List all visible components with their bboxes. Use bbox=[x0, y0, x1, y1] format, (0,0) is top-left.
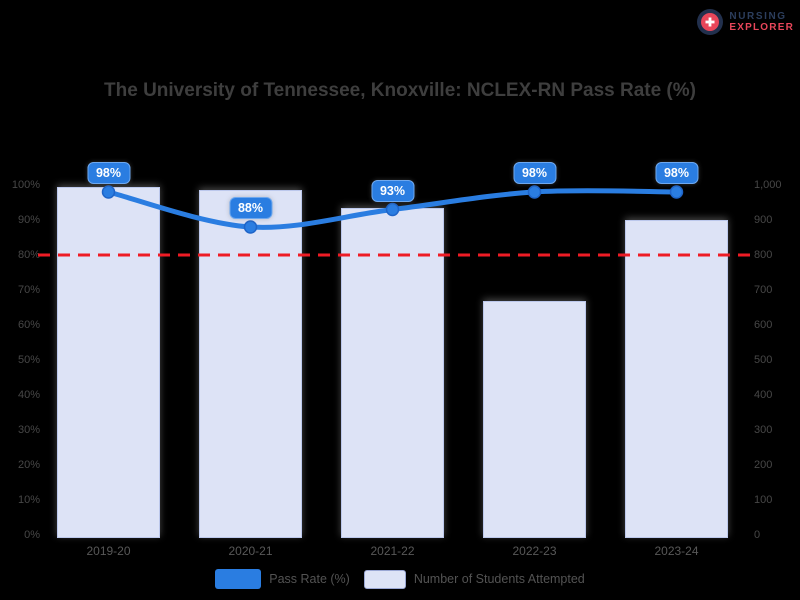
right-axis-label: 200 bbox=[754, 459, 773, 471]
pass-rate-badge: 88% bbox=[228, 197, 273, 219]
bar-2022-23 bbox=[483, 300, 586, 538]
left-axis-label: 70% bbox=[17, 284, 40, 296]
left-axis-label: 100% bbox=[11, 179, 40, 191]
right-axis-label: 400 bbox=[754, 389, 773, 401]
chart-title: The University of Tennessee, Knoxville: … bbox=[104, 80, 696, 101]
legend: Pass Rate (%) Number of Students Attempt… bbox=[0, 569, 800, 589]
x-axis-label: 2023-24 bbox=[654, 544, 699, 558]
left-axis-label: 50% bbox=[17, 354, 40, 366]
legend-swatch-bar bbox=[363, 569, 406, 589]
legend-swatch-line bbox=[215, 569, 262, 589]
left-axis-label: 40% bbox=[17, 389, 40, 401]
left-axis-label: 90% bbox=[17, 214, 40, 226]
bar-2019-20 bbox=[57, 186, 160, 538]
logo-text-line2: EXPLORER bbox=[729, 22, 794, 33]
right-axis-label: 900 bbox=[754, 214, 773, 226]
x-axis-label: 2019-20 bbox=[86, 544, 131, 558]
bar-2023-24 bbox=[625, 220, 728, 538]
left-axis-label: 60% bbox=[17, 319, 40, 331]
right-axis-label: 300 bbox=[754, 424, 773, 436]
legend-label-students-attempted: Number of Students Attempted bbox=[413, 572, 585, 586]
x-axis-label: 2021-22 bbox=[370, 544, 415, 558]
line-point-marker bbox=[527, 185, 542, 199]
right-axis-label: 100 bbox=[754, 494, 773, 506]
right-axis-label: 0 bbox=[754, 529, 761, 541]
nursing-explorer-logo-icon bbox=[697, 9, 724, 35]
right-axis-label: 600 bbox=[754, 319, 773, 331]
right-axis-label: 700 bbox=[754, 284, 773, 296]
pass-rate-badge: 98% bbox=[86, 162, 131, 184]
nursing-explorer-logo: NURSING EXPLORER bbox=[696, 8, 794, 36]
left-axis-label: 0% bbox=[24, 529, 40, 541]
left-axis-label: 30% bbox=[17, 424, 40, 436]
legend-item-pass-rate[interactable]: Pass Rate (%) bbox=[215, 569, 350, 589]
right-axis-label: 1,000 bbox=[754, 179, 782, 191]
logo-text-line1: NURSING bbox=[729, 10, 787, 22]
left-axis-label: 20% bbox=[17, 459, 40, 471]
line-point-marker bbox=[669, 185, 684, 199]
left-axis-label: 10% bbox=[17, 494, 40, 506]
legend-label-pass-rate: Pass Rate (%) bbox=[269, 572, 350, 586]
pass-rate-badge: 98% bbox=[654, 162, 699, 184]
x-axis-label: 2020-21 bbox=[228, 544, 273, 558]
pass-rate-badge: 93% bbox=[370, 179, 415, 202]
x-axis-label: 2022-23 bbox=[512, 544, 557, 558]
right-axis-label: 500 bbox=[754, 354, 773, 366]
right-axis-label: 800 bbox=[754, 249, 773, 261]
pass-rate-badge: 98% bbox=[512, 162, 557, 184]
bar-2020-21 bbox=[199, 190, 302, 538]
legend-item-students-attempted[interactable]: Number of Students Attempted bbox=[363, 569, 585, 589]
bar-2021-22 bbox=[341, 207, 444, 538]
left-axis-label: 80% bbox=[17, 249, 40, 261]
